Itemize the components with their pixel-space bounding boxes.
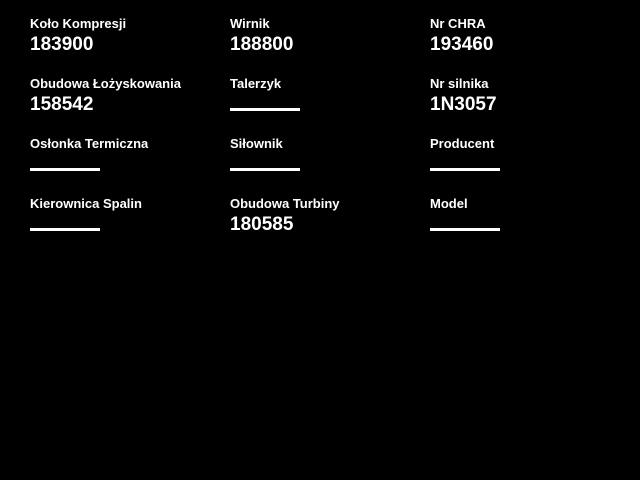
field-obudowa-lozyskowania: Obudowa Łożyskowania 158542 (30, 76, 230, 136)
field-label: Talerzyk (230, 76, 282, 91)
field-obudowa-turbiny: Obudowa Turbiny 180585 (230, 196, 430, 256)
field-label: Nr CHRA (430, 16, 486, 31)
field-kierownica-spalin: Kierownica Spalin (30, 196, 230, 256)
field-label: Obudowa Turbiny (230, 196, 340, 211)
field-label: Siłownik (230, 136, 283, 151)
empty-value-dash (30, 168, 100, 171)
fields-grid: Koło Kompresji 183900 Wirnik 188800 Nr C… (30, 16, 630, 256)
field-model: Model (430, 196, 630, 256)
field-value: 158542 (30, 94, 94, 115)
field-silownik: Siłownik (230, 136, 430, 196)
field-talerzyk: Talerzyk (230, 76, 430, 136)
field-label: Nr silnika (430, 76, 489, 91)
field-label: Producent (430, 136, 495, 151)
field-nr-silnika: Nr silnika 1N3057 (430, 76, 630, 136)
field-producent: Producent (430, 136, 630, 196)
empty-value-dash (230, 108, 300, 111)
field-value: 183900 (30, 34, 94, 55)
field-value: 193460 (430, 34, 494, 55)
field-label: Kierownica Spalin (30, 196, 142, 211)
empty-value-dash (430, 168, 500, 171)
field-label: Obudowa Łożyskowania (30, 76, 181, 91)
field-label: Wirnik (230, 16, 270, 31)
field-nr-chra: Nr CHRA 193460 (430, 16, 630, 76)
field-label: Osłonka Termiczna (30, 136, 149, 151)
empty-value-dash (30, 228, 100, 231)
field-oslonka-termiczna: Osłonka Termiczna (30, 136, 230, 196)
field-value: 180585 (230, 214, 294, 235)
field-value: 1N3057 (430, 94, 497, 115)
empty-value-dash (230, 168, 300, 171)
field-label: Koło Kompresji (30, 16, 127, 31)
field-wirnik: Wirnik 188800 (230, 16, 430, 76)
field-kolo-kompresji: Koło Kompresji 183900 (30, 16, 230, 76)
field-value: 188800 (230, 34, 294, 55)
empty-value-dash (430, 228, 500, 231)
field-label: Model (430, 196, 468, 211)
